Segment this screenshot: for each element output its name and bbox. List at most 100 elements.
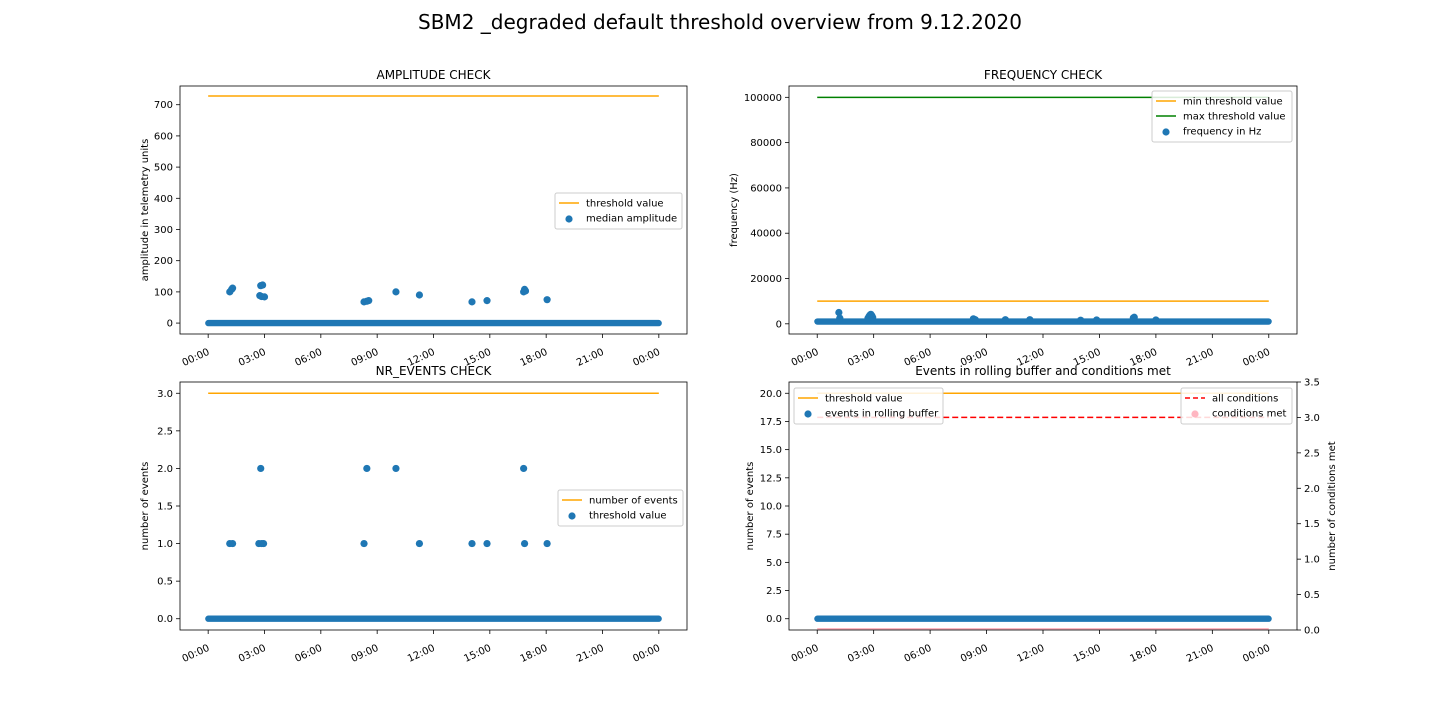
- data-point: [835, 308, 843, 317]
- legend-marker: [804, 410, 812, 418]
- y-right-tick-label: 2.0: [1304, 484, 1320, 495]
- y-tick-label: 0.0: [766, 614, 782, 625]
- y-right-tick-label: 0.0: [1304, 626, 1320, 637]
- data-point: [483, 539, 491, 548]
- y-axis-label: number of events: [745, 462, 756, 551]
- legend-label: max threshold value: [1183, 112, 1286, 123]
- y-right-tick-label: 0.5: [1304, 590, 1320, 601]
- y-right-tick-label: 3.5: [1304, 378, 1320, 389]
- y-tick-label: 20.0: [760, 389, 782, 400]
- legend-label: median amplitude: [586, 214, 677, 225]
- y-tick-label: 20000: [750, 274, 782, 285]
- legend-box: [1151, 90, 1293, 143]
- figure-suptitle: SBM2 _degraded default threshold overvie…: [418, 10, 1022, 34]
- y-tick-label: 1.0: [157, 539, 173, 550]
- data-point: [415, 539, 424, 548]
- y-tick-label: 300: [154, 225, 173, 236]
- data-point: [360, 539, 368, 548]
- y-tick-label: 3.0: [157, 389, 173, 400]
- rolling-buffer-panel: Events in rolling buffer and conditions …: [745, 364, 1338, 665]
- data-point: [1077, 316, 1085, 324]
- data-point: [520, 464, 528, 473]
- y-right-axis-label: number of conditions met: [1327, 441, 1338, 571]
- legend: number of events threshold value: [557, 489, 684, 527]
- data-point: [260, 293, 269, 301]
- y-right-tick-label: 3.0: [1304, 413, 1320, 424]
- y-tick-label: 2.0: [157, 464, 173, 475]
- legend-label: frequency in Hz: [1183, 127, 1261, 138]
- legend-box: [793, 387, 944, 425]
- y-tick-label: 600: [154, 131, 173, 142]
- axes-frame: [788, 381, 1298, 631]
- y-tick-label: 0.5: [157, 577, 173, 588]
- y-tick-label: 17.5: [760, 417, 782, 428]
- data-point: [415, 291, 424, 299]
- y-tick-label: 10.0: [760, 502, 782, 513]
- data-point: [1001, 316, 1009, 324]
- series-baseline-band: [205, 319, 662, 327]
- data-point: [543, 539, 551, 548]
- y-right-tick-label: 1.0: [1304, 555, 1320, 566]
- data-point: [228, 284, 237, 292]
- data-point: [869, 313, 877, 322]
- y-tick-label: 700: [154, 100, 173, 111]
- series-baseline-band: [814, 615, 1272, 622]
- data-point: [468, 539, 476, 548]
- legend-label: threshold value: [589, 511, 667, 522]
- panel-title: NR_EVENTS CHECK: [376, 364, 493, 378]
- legend: min threshold value max threshold value fr…: [1151, 90, 1293, 143]
- legend-label: threshold value: [825, 394, 903, 405]
- data-point: [971, 316, 979, 324]
- frequency-check-panel: FREQUENCY CHECK frequency (Hz) 0 20000 40000…: [729, 68, 1298, 369]
- legend-label: all conditions: [1212, 394, 1278, 405]
- y-tick-label: 60000: [750, 183, 782, 194]
- data-point: [228, 539, 237, 548]
- axes-frame: [179, 381, 688, 631]
- series-baseline-band: [814, 318, 1272, 325]
- axes-frame: [179, 85, 688, 335]
- data-point: [259, 281, 267, 289]
- legend-box: [554, 192, 683, 230]
- y-tick-label: 0: [776, 319, 782, 330]
- y-tick-label: 100000: [744, 93, 782, 104]
- data-point: [543, 296, 551, 304]
- y-tick-label: 2.5: [766, 586, 782, 597]
- legend-marker: [568, 512, 576, 520]
- y-axis-label: number of events: [140, 462, 151, 551]
- y-axis-label: frequency (Hz): [729, 173, 740, 247]
- data-point: [259, 539, 268, 548]
- series-baseline-band: [205, 615, 662, 622]
- legend-marker: [1162, 128, 1170, 136]
- data-point: [1026, 316, 1034, 324]
- legend-marker: [565, 215, 573, 223]
- legend: threshold value median amplitude: [554, 192, 683, 230]
- axes-frame: [788, 85, 1298, 335]
- legend: all conditions conditions met: [1180, 387, 1293, 425]
- data-point: [1152, 316, 1160, 324]
- y-tick-label: 0: [167, 319, 173, 330]
- y-tick-label: 80000: [750, 138, 782, 149]
- y-tick-label: 40000: [750, 229, 782, 240]
- data-point: [363, 464, 371, 473]
- panel-title: FREQUENCY CHECK: [984, 68, 1103, 82]
- y-right-tick-label: 1.5: [1304, 519, 1320, 530]
- data-point: [1130, 313, 1138, 321]
- legend-label: events in rolling buffer: [825, 409, 939, 420]
- y-tick-label: 7.5: [766, 530, 782, 541]
- data-point: [1093, 316, 1101, 324]
- legend-box: [557, 489, 684, 527]
- data-point: [392, 464, 400, 473]
- y-tick-label: 400: [154, 194, 173, 205]
- data-point: [365, 297, 373, 305]
- legend-label: conditions met: [1212, 409, 1287, 420]
- data-point: [468, 298, 476, 306]
- legend-label: min threshold value: [1183, 97, 1283, 108]
- data-point: [483, 297, 491, 305]
- y-tick-label: 200: [154, 256, 173, 267]
- y-tick-label: 500: [154, 163, 173, 174]
- panel-title: AMPLITUDE CHECK: [376, 68, 491, 82]
- data-point: [521, 287, 530, 295]
- data-point: [257, 464, 265, 473]
- y-tick-label: 12.5: [760, 473, 782, 484]
